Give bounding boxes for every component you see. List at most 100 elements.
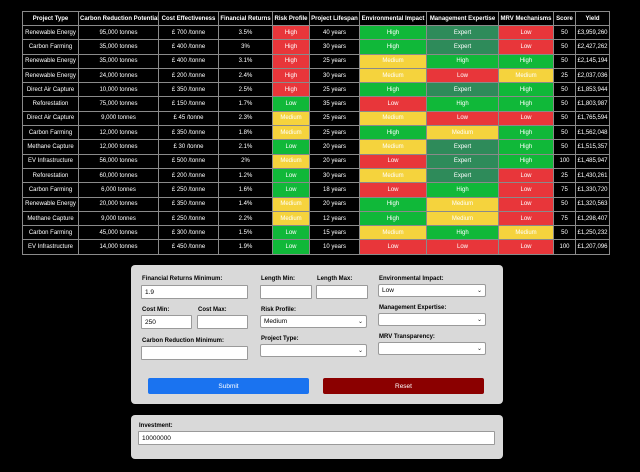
cost-min-input[interactable] (141, 315, 192, 329)
table-row: Renewable Energy 24,000 tonnes £ 200 /tonn… (22, 67, 610, 84)
table-cell: Medium (426, 210, 499, 227)
table-cell: 20,000 tonnes (78, 196, 159, 212)
table-cell: Low (498, 167, 554, 184)
filter-form: Financial Returns Minimum: Length Min: L… (131, 265, 503, 404)
risk-profile-value: Medium (264, 318, 288, 325)
table-cell: £1,430,261 (575, 167, 610, 184)
table-cell: 2.4% (218, 67, 273, 84)
table-row: Carbon Farming 6,000 tonnes £ 250 /tonne 1.… (22, 182, 610, 198)
table-cell: 9,000 tonnes (78, 210, 159, 227)
table-cell: 18 years (309, 182, 360, 198)
table-cell: £1,298,407 (575, 210, 610, 227)
table-cell: Medium (272, 196, 310, 212)
column-header: MRV Mechanisms (498, 11, 554, 26)
submit-button[interactable]: Submit (148, 378, 309, 394)
cost-min-label: Cost Min: (142, 307, 170, 313)
table-cell: Medium (272, 110, 310, 127)
table-cell: 20 years (309, 139, 360, 155)
column-header: Environmental Impact (359, 11, 427, 26)
table-cell: 50 (553, 139, 576, 155)
table-cell: 3% (218, 39, 273, 55)
table-cell: Medium (272, 125, 310, 141)
table-cell: Expert (426, 167, 499, 184)
table-cell: £1,485,947 (575, 153, 610, 169)
table-cell: High (272, 53, 310, 69)
table-cell: 1.4% (218, 196, 273, 212)
table-cell: Low (359, 153, 427, 169)
table-row: Carbon Farming 45,000 tonnes £ 300 /tonne 1… (22, 225, 610, 241)
table-cell: 50 (553, 53, 576, 69)
table-cell: 6,000 tonnes (78, 182, 159, 198)
table-cell: Carbon Farming (22, 225, 79, 241)
table-row: Methane Capture 9,000 tonnes £ 250 /tonne 2… (22, 210, 610, 227)
table-cell: High (272, 82, 310, 98)
investment-input[interactable] (138, 431, 495, 445)
table-cell: £ 350 /tonne (158, 125, 219, 141)
risk-profile-select[interactable]: Medium ⌄ (260, 315, 367, 328)
table-cell: 10,000 tonnes (78, 82, 159, 98)
table-cell: 50 (553, 96, 576, 112)
project-type-select[interactable]: ⌄ (260, 344, 367, 357)
table-cell: £ 700 /tonne (158, 24, 219, 41)
table-cell: £1,765,594 (575, 110, 610, 127)
carbon-reduction-min-input[interactable] (141, 346, 248, 360)
table-cell: Medium (359, 167, 427, 184)
reset-button[interactable]: Reset (323, 378, 484, 394)
table-cell: Low (498, 196, 554, 212)
table-cell: 50 (553, 39, 576, 55)
table-cell: Direct Air Capture (22, 110, 79, 127)
table-cell: 1.9% (218, 239, 273, 255)
financial-returns-min-input[interactable] (141, 285, 248, 299)
table-cell: High (359, 82, 427, 98)
table-cell: Renewable Energy (22, 53, 79, 69)
table-cell: 12,000 tonnes (78, 139, 159, 155)
table-cell: Medium (426, 196, 499, 212)
table-cell: 25 (553, 67, 576, 84)
table-cell: High (426, 96, 499, 112)
table-cell: £ 200 /tonne (158, 167, 219, 184)
table-cell: 25 years (309, 82, 360, 98)
chevron-down-icon: ⌄ (476, 317, 482, 323)
column-header: Risk Profile (272, 11, 310, 26)
table-cell: Medium (359, 225, 427, 241)
table-cell: Low (498, 182, 554, 198)
table-cell: Low (426, 110, 499, 127)
table-row: Renewable Energy 35,000 tonnes £ 400 /tonn… (22, 53, 610, 69)
table-cell: 40 years (309, 24, 360, 41)
table-cell: Low (272, 167, 310, 184)
table-cell: High (359, 196, 427, 212)
table-cell: £ 250 /tonne (158, 182, 219, 198)
table-cell: 35,000 tonnes (78, 53, 159, 69)
table-row: Direct Air Capture 10,000 tonnes £ 350 /to… (22, 82, 610, 98)
column-header: Project Type (22, 11, 79, 26)
table-cell: 35 years (309, 96, 360, 112)
mrv-transparency-select[interactable]: ⌄ (378, 342, 486, 355)
chevron-down-icon: ⌄ (357, 348, 363, 354)
table-cell: Expert (426, 39, 499, 55)
table-cell: Low (498, 239, 554, 255)
length-max-input[interactable] (316, 285, 368, 299)
table-cell: High (426, 225, 499, 241)
table-cell: Medium (272, 210, 310, 227)
table-cell: £1,803,987 (575, 96, 610, 112)
table-cell: 10 years (309, 239, 360, 255)
table-cell: Medium (498, 67, 554, 84)
column-header: Financial Returns (218, 11, 273, 26)
length-min-input[interactable] (260, 285, 312, 299)
environmental-impact-select[interactable]: Low ⌄ (378, 284, 486, 297)
table-cell: 9,000 tonnes (78, 110, 159, 127)
table-cell: High (498, 96, 554, 112)
table-cell: High (498, 125, 554, 141)
table-cell: Direct Air Capture (22, 82, 79, 98)
table-cell: 24,000 tonnes (78, 67, 159, 84)
carbon-reduction-min-label: Carbon Reduction Minimum: (142, 338, 224, 344)
management-expertise-select[interactable]: ⌄ (378, 313, 486, 326)
table-cell: 25 years (309, 125, 360, 141)
cost-max-input[interactable] (197, 315, 248, 329)
table-row: EV Infrastructure 56,000 tonnes £ 500 /ton… (22, 153, 610, 169)
table-cell: Low (359, 239, 427, 255)
table-cell: 20 years (309, 153, 360, 169)
table-cell: £ 400 /tonne (158, 39, 219, 55)
table-cell: 3.5% (218, 24, 273, 41)
table-cell: £ 45 /tonne (158, 110, 219, 127)
